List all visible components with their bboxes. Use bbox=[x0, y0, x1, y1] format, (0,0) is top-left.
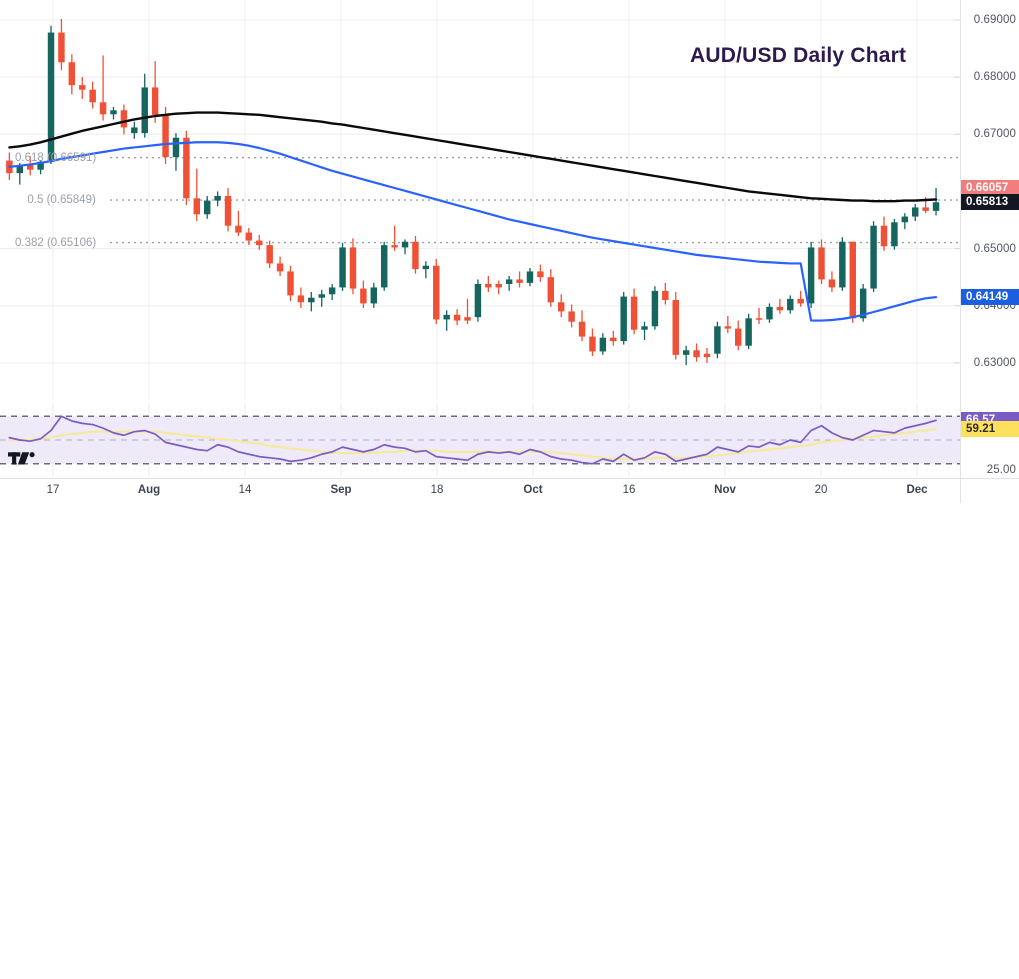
time-tick-label: Sep bbox=[330, 484, 352, 496]
page-title: AUD/USD Daily Chart bbox=[690, 44, 907, 67]
time-tick-label: 16 bbox=[622, 484, 636, 496]
ma-blue-badge[interactable]: 0.64149 bbox=[961, 289, 1019, 306]
time-tick-label: 18 bbox=[430, 484, 444, 496]
tradingview-logo[interactable] bbox=[8, 446, 42, 468]
time-tick-label: Nov bbox=[714, 484, 736, 496]
time-tick-label: 17 bbox=[46, 484, 60, 496]
price-tick-label: 0.68000 bbox=[973, 71, 1016, 84]
time-tick-label: Aug bbox=[137, 484, 161, 496]
high-price-badge[interactable]: 0.66057 bbox=[961, 180, 1019, 197]
ma-slow-black bbox=[8, 111, 938, 203]
candle-series bbox=[6, 18, 940, 366]
ma-fast-blue bbox=[8, 141, 938, 322]
time-tick-label: 20 bbox=[814, 484, 828, 496]
time-tick-label: Dec bbox=[906, 484, 928, 496]
rsi-pane[interactable] bbox=[0, 402, 960, 478]
price-tick-label: 0.63000 bbox=[973, 356, 1016, 369]
fib-0382-label: 0.382 (0.65106) bbox=[15, 236, 97, 249]
price-tick-label: 0.65000 bbox=[973, 242, 1016, 255]
rsi-line bbox=[8, 415, 937, 465]
price-tick-label: 0.67000 bbox=[973, 128, 1016, 141]
fib-05-label: 0.5 (0.65849) bbox=[27, 194, 96, 207]
time-axis[interactable]: 17 Aug 14 Sep 18 Oct 16 Nov 20 Dec bbox=[0, 478, 960, 503]
rsi-ma-badge[interactable]: 59.21 bbox=[961, 421, 1019, 438]
last-price-badge[interactable]: 0.65813 bbox=[961, 194, 1019, 211]
rsi-ma-line bbox=[8, 427, 938, 461]
rsi-tick-label: 25.00 bbox=[986, 463, 1016, 476]
time-tick-label: 14 bbox=[238, 484, 252, 496]
rsi-chart-svg bbox=[0, 402, 960, 478]
fib-0618-label: 0.618 (0.66591) bbox=[15, 151, 97, 164]
trading-chart-screenshot: 0.618 (0.66591) 0.5 (0.65849) 0.382 (0.651… bbox=[0, 0, 1019, 503]
price-chart-pane[interactable]: 0.618 (0.66591) 0.5 (0.65849) 0.382 (0.651… bbox=[0, 0, 960, 400]
time-tick-label: Oct bbox=[523, 484, 543, 496]
price-chart-svg bbox=[0, 0, 960, 400]
price-axis[interactable]: 0.69000 0.68000 0.67000 0.65000 0.64000 0.630… bbox=[960, 0, 1019, 478]
axis-corner bbox=[960, 478, 1019, 503]
price-tick-label: 0.69000 bbox=[973, 14, 1016, 26]
